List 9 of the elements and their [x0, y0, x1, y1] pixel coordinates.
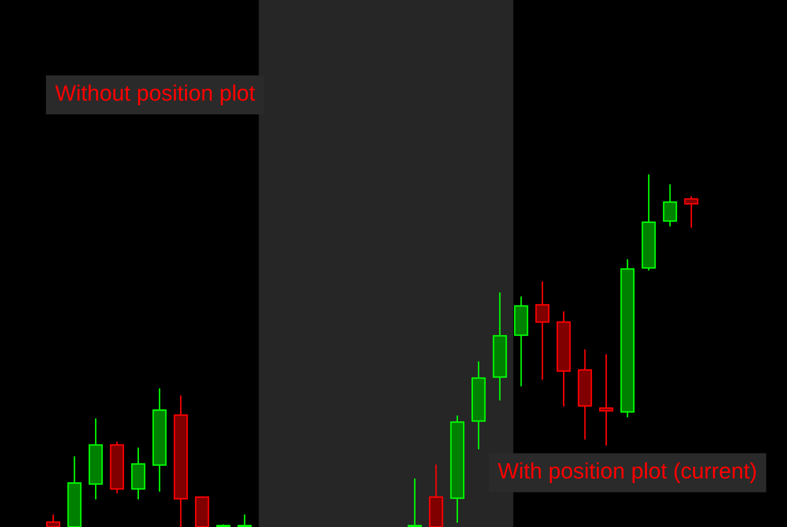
candlestick	[599, 354, 614, 446]
candlestick	[535, 281, 550, 380]
candlestick	[46, 514, 60, 527]
candlestick	[408, 478, 422, 527]
candlestick	[662, 184, 678, 227]
candlestick	[684, 196, 698, 228]
annotation: With position plot (current)	[498, 462, 756, 484]
text: Without position plot	[55, 84, 256, 106]
candlestick	[238, 514, 252, 527]
